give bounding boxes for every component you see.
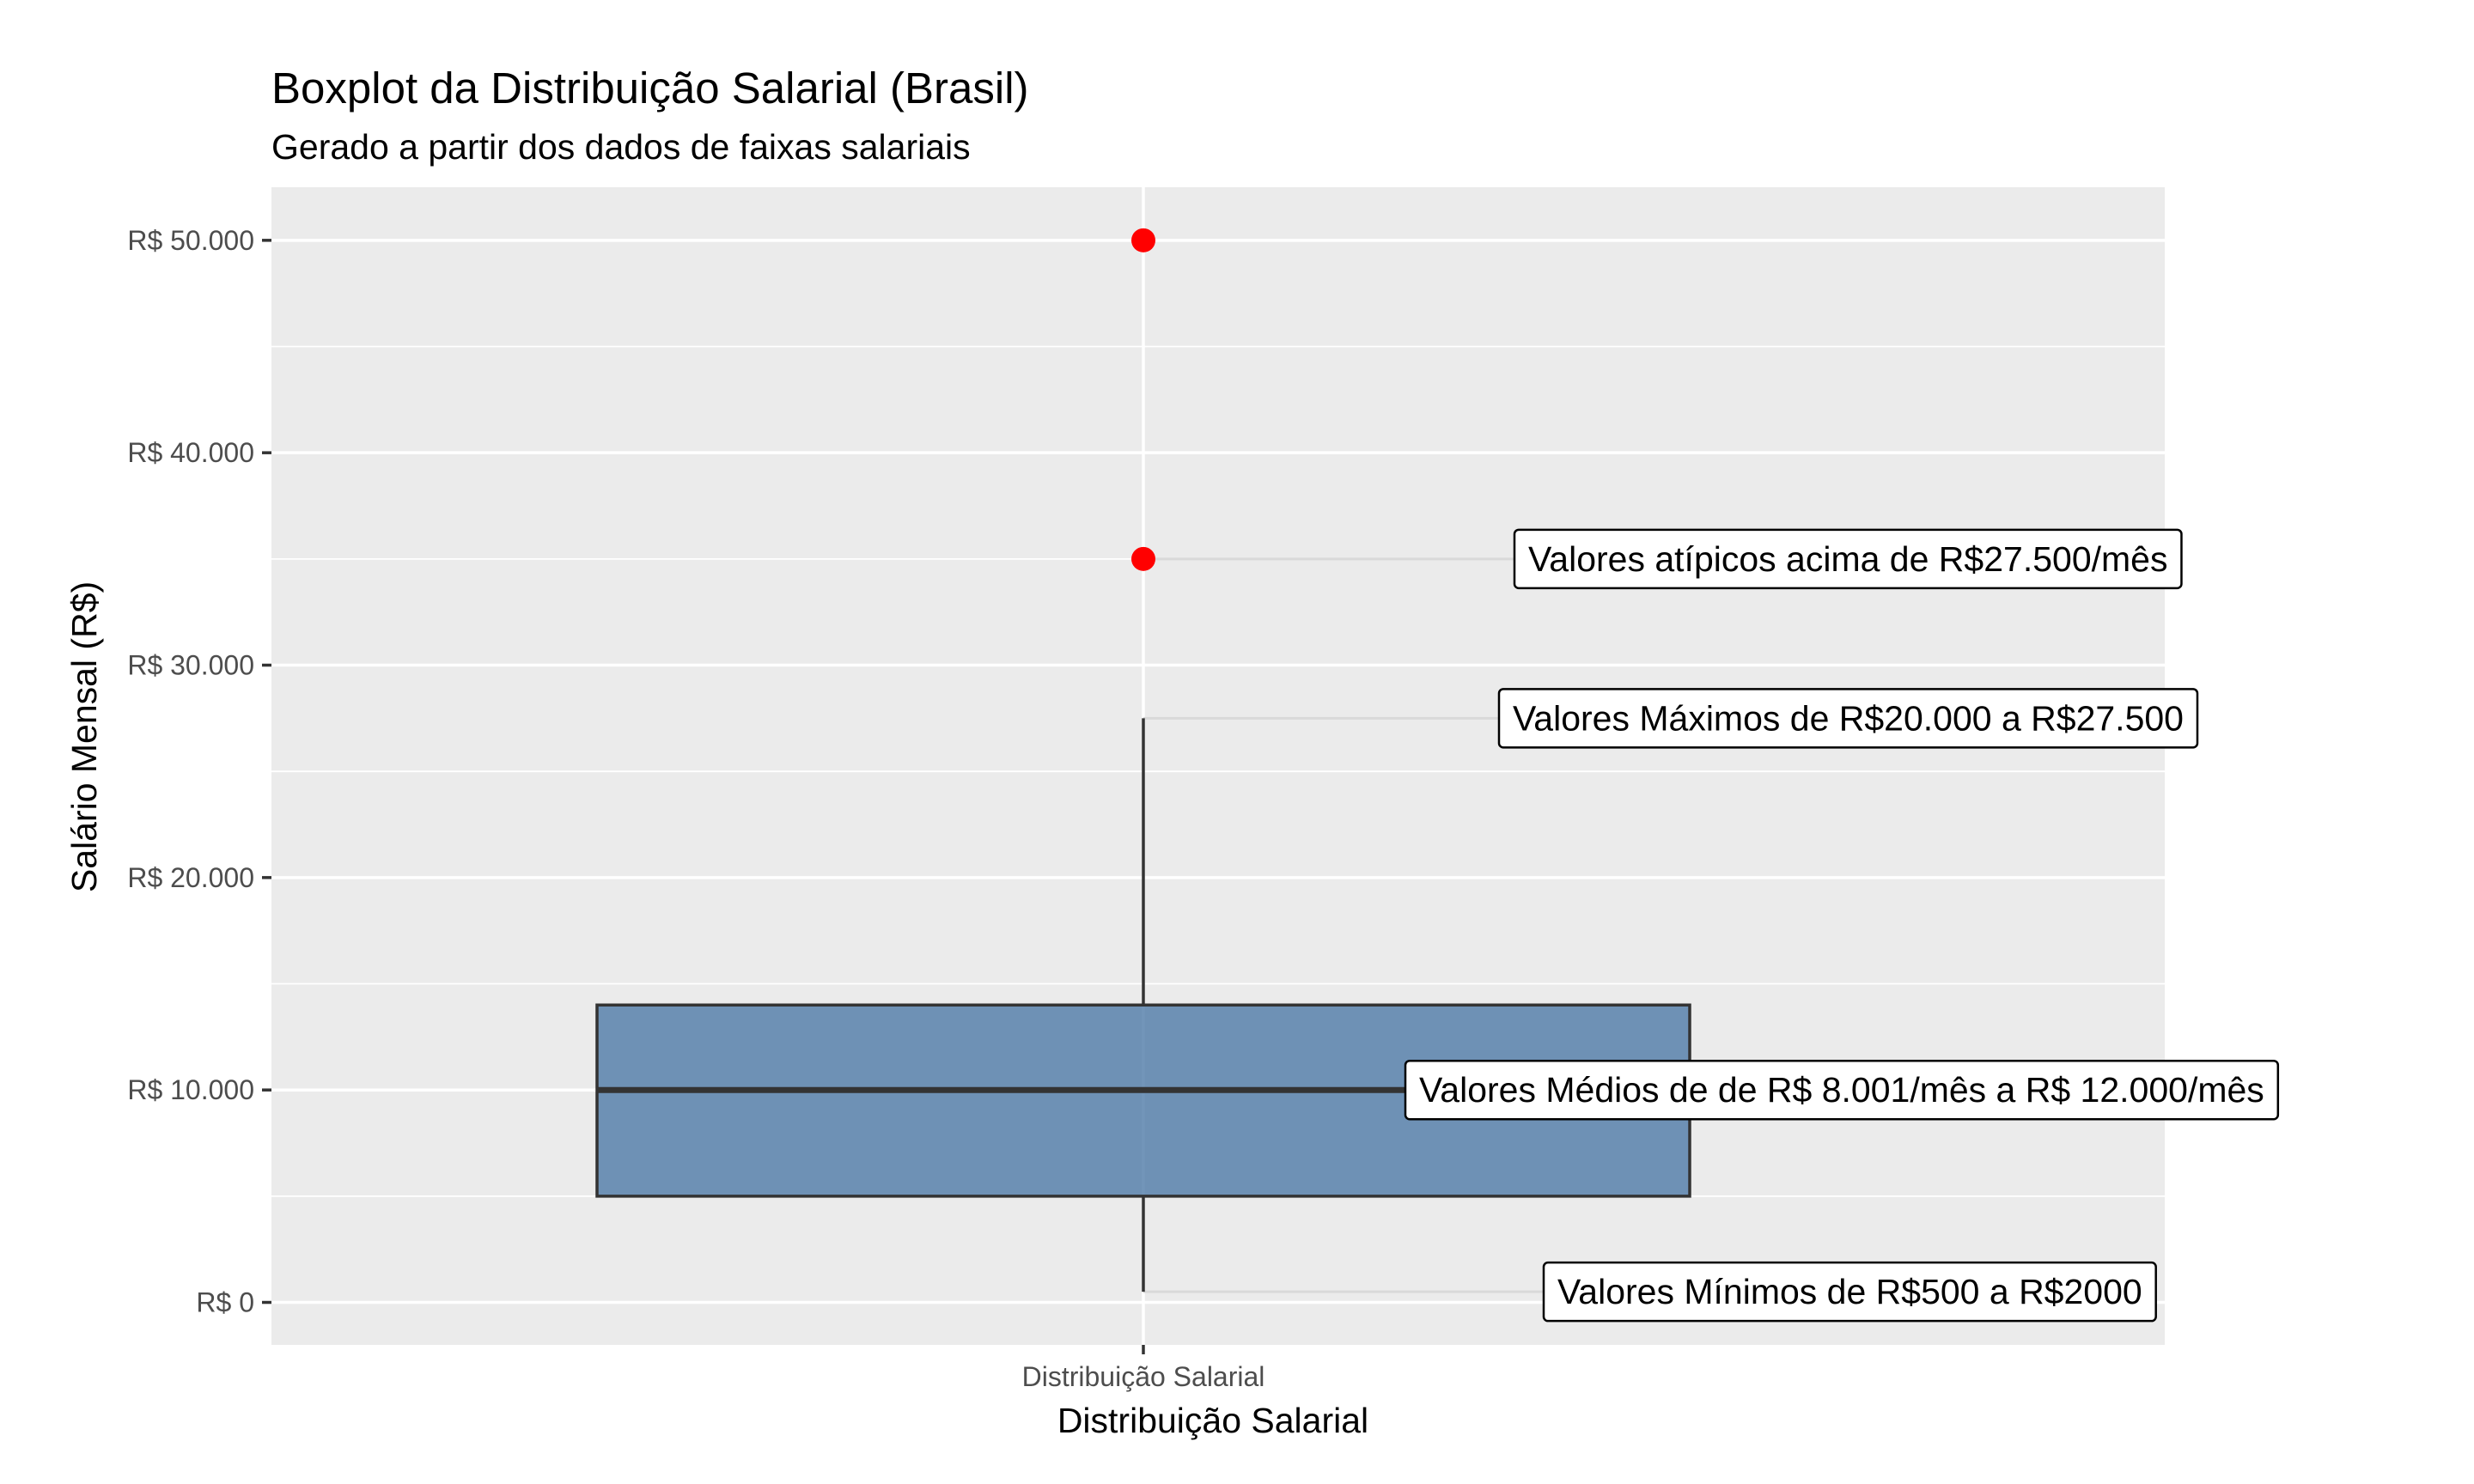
annotation-label: Valores Máximos de R$20.000 a R$27.500 [1497,688,2199,749]
axes: R$ 0 R$ 10.000 R$ 20.000 R$ 30.000 R$ 40.000… [127,225,1264,1392]
outlier-point [1131,546,1155,571]
annotation-label: Valores Mínimos de R$500 a R$2000 [1542,1261,2157,1323]
chart-title: Boxplot da Distribuição Salarial (Brasil… [271,64,1029,113]
outlier-points [1131,228,1155,571]
annotations: Valores atípicos acima de R$27.500/mês Va… [1404,528,2280,1323]
annotation-box [1497,688,2199,749]
chart-subtitle: Gerado a partir dos dados de faixas sala… [271,127,971,167]
y-tick-label: R$ 30.000 [127,650,254,681]
annotation-text: Valores atípicos acima de R$27.500/mês [1528,539,2167,579]
y-tick-label: R$ 40.000 [127,437,254,468]
y-tick-label: R$ 10.000 [127,1074,254,1105]
outlier-point [1131,228,1155,252]
x-axis-title: Distribuição Salarial [1057,1401,1368,1440]
y-tick-label: R$ 20.000 [127,862,254,893]
annotation-text: Valores Mínimos de R$500 a R$2000 [1557,1272,2142,1311]
y-axis-title: Salário Mensal (R$) [64,581,104,892]
y-tick-label: R$ 50.000 [127,225,254,256]
x-tick-label: Distribuição Salarial [1022,1361,1265,1392]
annotation-text: Valores Médios de de R$ 8.001/mês a R$ 1… [1419,1070,2264,1110]
annotation-box [1404,1059,2280,1121]
annotation-label: Valores Médios de de R$ 8.001/mês a R$ 1… [1404,1059,2280,1121]
annotation-box [1513,528,2183,590]
annotation-box [1542,1261,2157,1323]
annotation-label: Valores atípicos acima de R$27.500/mês [1513,528,2183,590]
y-tick-label: R$ 0 [196,1287,254,1318]
annotation-text: Valores Máximos de R$20.000 a R$27.500 [1513,698,2184,738]
